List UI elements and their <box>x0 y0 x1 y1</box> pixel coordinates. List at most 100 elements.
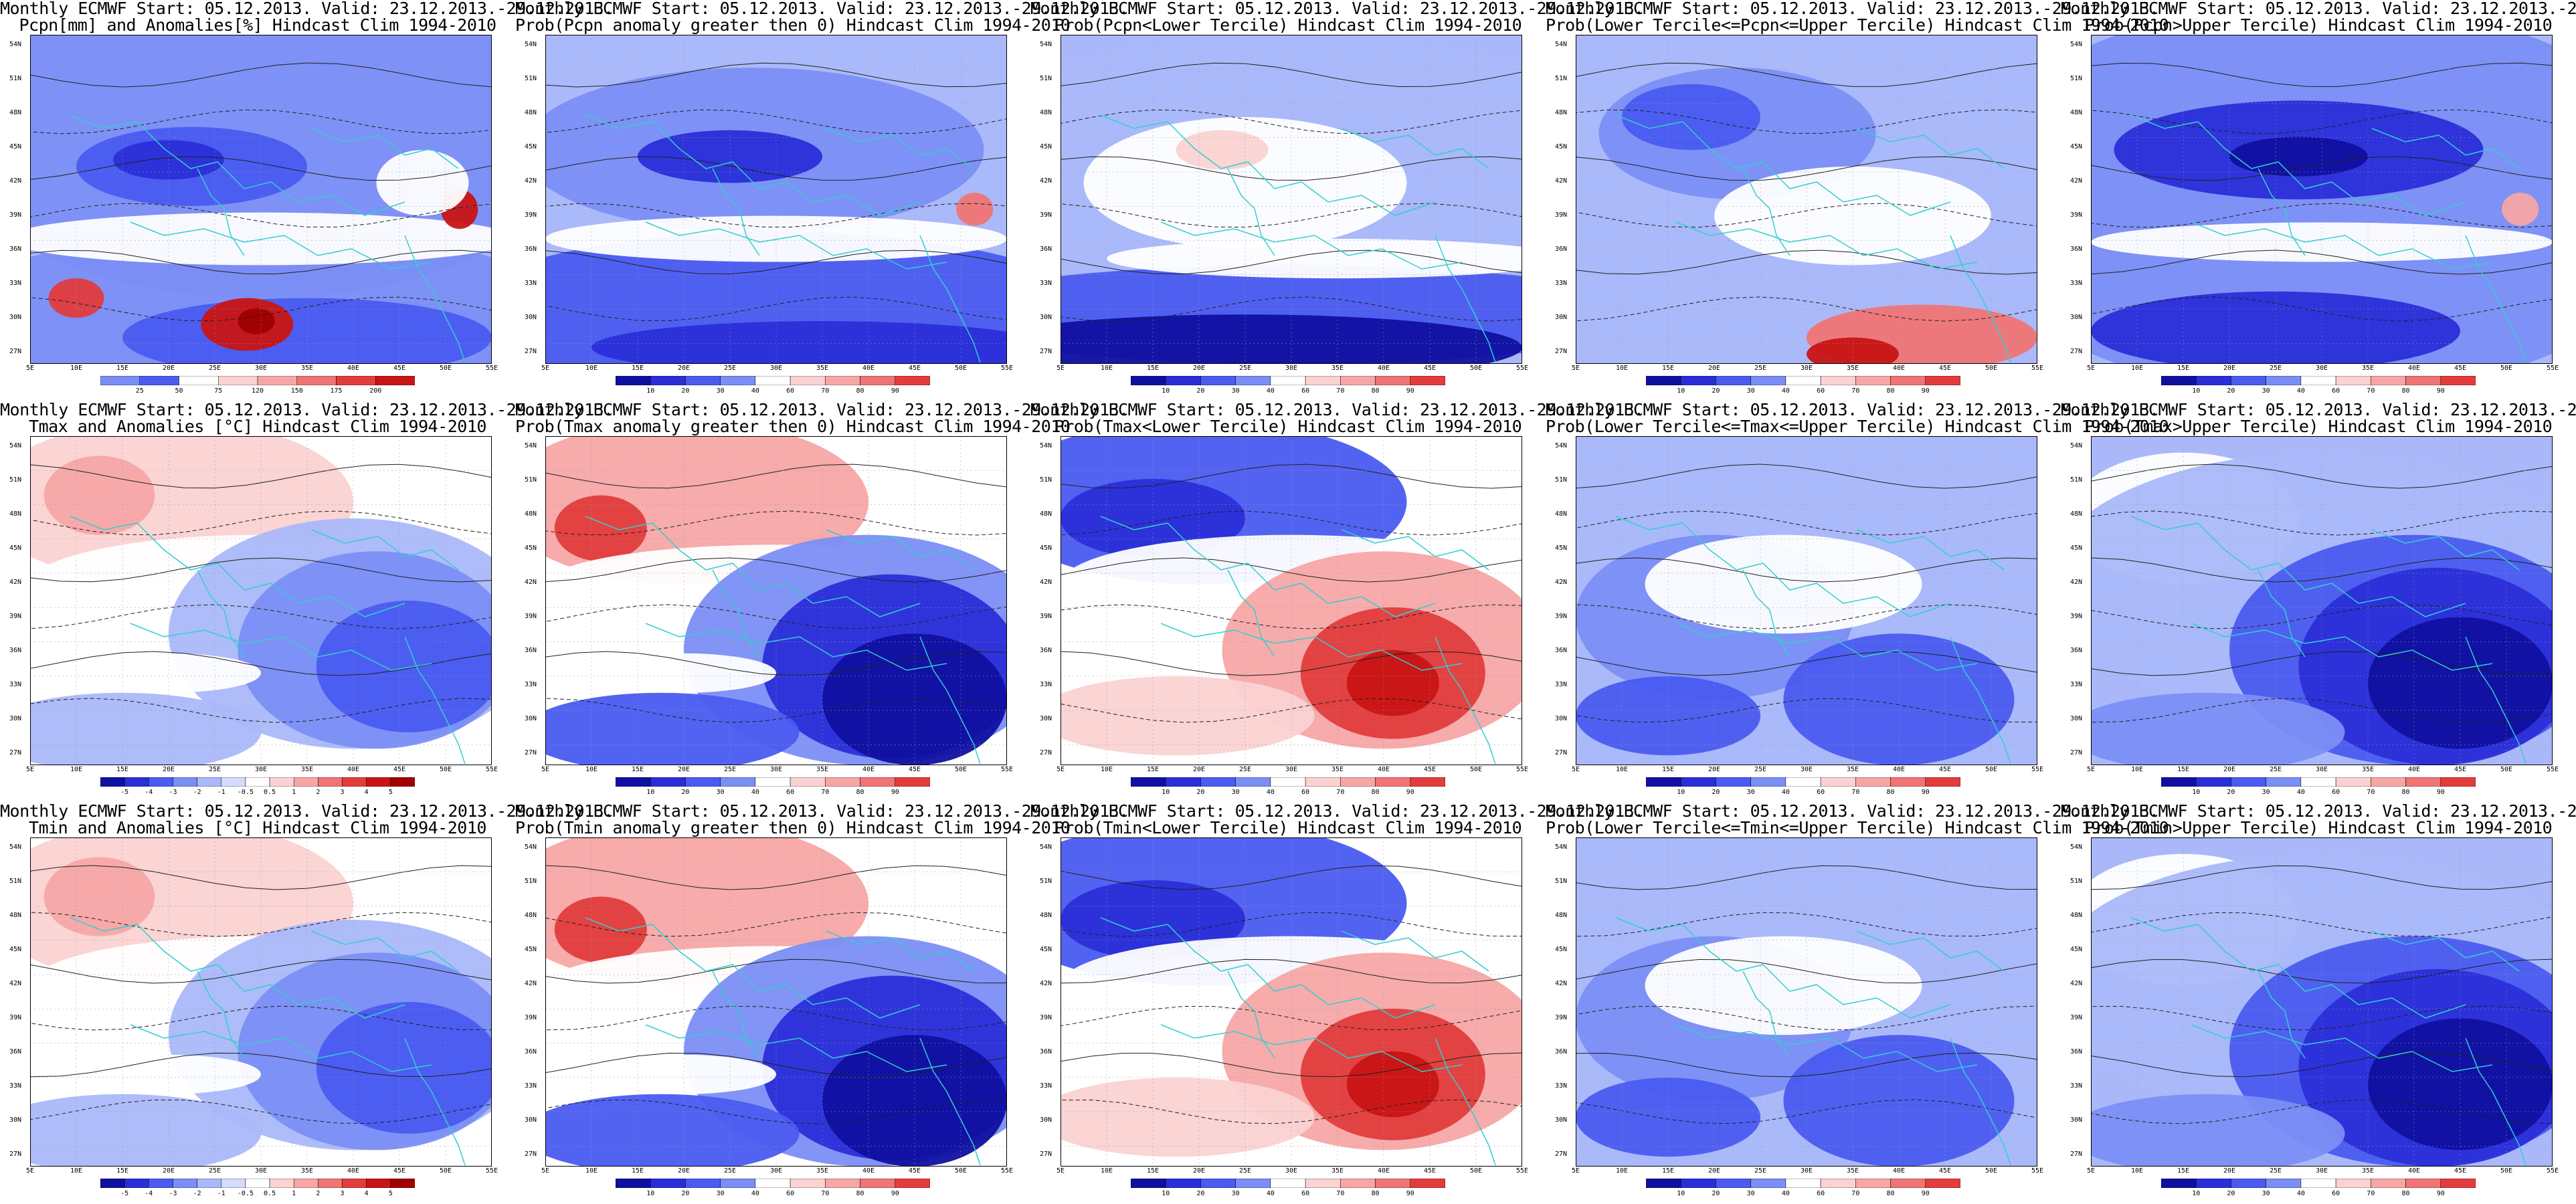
contour-line <box>545 1005 1007 1031</box>
latitude-label: 54N <box>2070 843 2083 851</box>
latitude-label: 27N <box>2070 348 2083 355</box>
latitude-label: 33N <box>2070 280 2083 287</box>
colorbar-segment <box>1890 1179 1926 1188</box>
colorbar-label: 10 <box>1162 387 1170 395</box>
coastline <box>1160 221 1463 270</box>
latitude-label: 48N <box>1555 510 1568 518</box>
contour-line <box>30 464 492 489</box>
colorbar-label: 80 <box>2401 1190 2410 1197</box>
coastline <box>919 235 981 363</box>
latitude-label: 45N <box>1040 544 1052 552</box>
colorbar-label: 150 <box>290 387 303 395</box>
forecast-map <box>30 35 492 364</box>
colorbar-label: 70 <box>821 387 830 395</box>
colorbar-label: 70 <box>1336 1190 1345 1197</box>
latitude-label: 45N <box>2070 143 2083 150</box>
colorbar-label: 10 <box>1677 1190 1685 1197</box>
longitude-label: 45E <box>2454 766 2467 773</box>
contour-line <box>30 109 492 134</box>
longitude-label: 20E <box>1708 766 1721 773</box>
panel-title-line1: Monthly ECMWF Start: 05.12.2013. Valid: … <box>1546 801 2159 821</box>
field-shading <box>2091 1094 2345 1167</box>
latitude-label: 36N <box>1555 245 1568 253</box>
colorbar-segment <box>218 376 258 385</box>
forecast-map <box>2091 837 2553 1167</box>
colorbar-segment <box>336 376 376 385</box>
contour-line <box>1576 464 2037 489</box>
latitude-label: 39N <box>2070 613 2083 620</box>
panel-title-line2: Prob(Tmin>Upper Tercile) Hindcast Clim 1… <box>2084 818 2553 837</box>
field-shading <box>316 1002 492 1134</box>
colorbar-segment <box>1785 1179 1821 1188</box>
longitude-label: 25E <box>2269 1167 2282 1175</box>
colorbar-label: 60 <box>786 387 795 395</box>
colorbar-segment <box>2231 1179 2266 1188</box>
colorbar-segment <box>1855 777 1891 787</box>
coastline <box>1742 569 1790 658</box>
longitude-label: 35E <box>1846 365 1859 372</box>
colorbar-segment <box>1410 376 1445 385</box>
colorbar-segment <box>1270 1179 1306 1188</box>
contour-line <box>30 651 492 676</box>
colorbar-label: 30 <box>2262 387 2270 395</box>
forecast-panel: Monthly ECMWF Start: 05.12.2013. Valid: … <box>0 803 614 1204</box>
longitude-label: 20E <box>677 1167 691 1175</box>
contour-line <box>545 296 1007 322</box>
longitude-label: 15E <box>631 1167 644 1175</box>
latitude-label: 36N <box>1555 1048 1568 1056</box>
forecast-panel: Monthly ECMWF Start: 05.12.2013. Valid: … <box>1546 401 2169 803</box>
panel-title-line2: Prob(Tmin anomaly greater then 0) Hindca… <box>515 818 1071 837</box>
latitude-label: 45N <box>525 946 537 953</box>
field-shading <box>376 150 469 216</box>
latitude-label: 45N <box>1040 143 1052 150</box>
field-shading <box>956 193 994 226</box>
colorbar-label: 20 <box>681 387 690 395</box>
colorbar-label: -1 <box>217 1190 225 1197</box>
colorbar-segment <box>1305 1179 1341 1188</box>
field-shading <box>545 1094 800 1167</box>
latitude-label: 36N <box>2070 1048 2083 1056</box>
longitude-label: 10E <box>585 766 598 773</box>
latitude-label: 51N <box>1555 75 1568 82</box>
latitude-label: 33N <box>1555 681 1568 688</box>
colorbar-label: 75 <box>214 387 223 395</box>
longitude-label: 30E <box>1800 1167 1813 1175</box>
longitude-label: 20E <box>1708 365 1721 372</box>
latitude-label: 45N <box>1555 544 1568 552</box>
latitude-label: 39N <box>9 1014 22 1021</box>
contour-line <box>30 1005 492 1031</box>
latitude-label: 45N <box>9 143 22 150</box>
colorbar-label: 40 <box>751 789 759 796</box>
colorbar-label: -1 <box>217 789 225 796</box>
colorbar-segment <box>1410 1179 1445 1188</box>
latitude-label: 48N <box>1040 510 1052 518</box>
panel-title-line1: Monthly ECMWF Start: 05.12.2013. Valid: … <box>1546 0 2159 18</box>
field-shading <box>1083 117 1407 249</box>
forecast-panel: Monthly ECMWF Start: 05.12.2013. Valid: … <box>0 0 614 401</box>
latitude-label: 42N <box>525 177 537 185</box>
latitude-label: 27N <box>1040 1150 1052 1158</box>
field-shading <box>1061 880 1245 960</box>
colorbar-label: 80 <box>856 1190 864 1197</box>
colorbar-segment <box>221 777 246 787</box>
latitude-label: 51N <box>2070 878 2083 885</box>
longitude-label: 5E <box>541 1167 550 1175</box>
longitude-label: 30E <box>1800 766 1813 773</box>
colorbar-segment <box>1925 376 1960 385</box>
field-shading <box>30 212 492 266</box>
latitude-label: 39N <box>525 613 537 620</box>
longitude-label: 30E <box>769 365 783 372</box>
colorbar <box>1131 1179 1445 1188</box>
latitude-label: 42N <box>2070 579 2083 586</box>
longitude-label: 25E <box>2269 766 2282 773</box>
coastline <box>2258 971 2306 1059</box>
contour-line <box>1061 698 1522 723</box>
longitude-label: 15E <box>631 766 644 773</box>
colorbar-label: 30 <box>1231 387 1240 395</box>
longitude-label: 5E <box>2086 1167 2096 1175</box>
coastline <box>197 971 245 1059</box>
coastline <box>2465 636 2526 765</box>
longitude-label: 50E <box>1985 365 1998 372</box>
forecast-map <box>1576 436 2037 765</box>
colorbar-segment <box>1855 376 1891 385</box>
